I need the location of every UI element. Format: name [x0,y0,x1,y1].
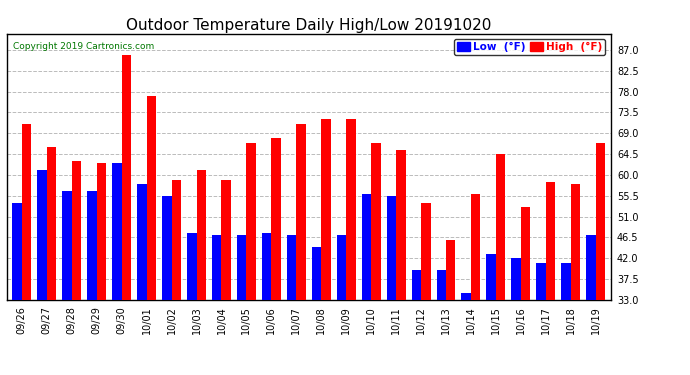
Bar [246,142,256,300]
Bar [237,235,246,300]
Bar [146,96,156,300]
Bar [462,293,471,300]
Bar [112,164,121,300]
Bar [97,164,106,300]
Bar [12,203,22,300]
Bar [362,194,371,300]
Bar [346,119,355,300]
Bar [262,233,271,300]
Bar [137,184,146,300]
Bar [471,194,480,300]
Bar [296,124,306,300]
Bar [337,235,346,300]
Text: Copyright 2019 Cartronics.com: Copyright 2019 Cartronics.com [13,42,154,51]
Bar [47,147,57,300]
Bar [586,235,595,300]
Bar [162,196,172,300]
Bar [595,142,605,300]
Bar [521,207,531,300]
Bar [571,184,580,300]
Bar [271,138,281,300]
Bar [561,263,571,300]
Title: Outdoor Temperature Daily High/Low 20191020: Outdoor Temperature Daily High/Low 20191… [126,18,491,33]
Bar [437,270,446,300]
Bar [421,203,431,300]
Bar [511,258,521,300]
Bar [312,247,322,300]
Bar [62,191,72,300]
Bar [371,142,381,300]
Bar [87,191,97,300]
Bar [212,235,221,300]
Bar [486,254,496,300]
Bar [197,170,206,300]
Bar [172,180,181,300]
Bar [322,119,331,300]
Bar [221,180,231,300]
Bar [546,182,555,300]
Bar [496,154,505,300]
Bar [396,150,406,300]
Bar [411,270,421,300]
Bar [72,161,81,300]
Bar [37,170,47,300]
Bar [536,263,546,300]
Legend: Low  (°F), High  (°F): Low (°F), High (°F) [454,39,605,56]
Bar [287,235,296,300]
Bar [446,240,455,300]
Bar [22,124,31,300]
Bar [386,196,396,300]
Bar [187,233,197,300]
Bar [121,55,131,300]
